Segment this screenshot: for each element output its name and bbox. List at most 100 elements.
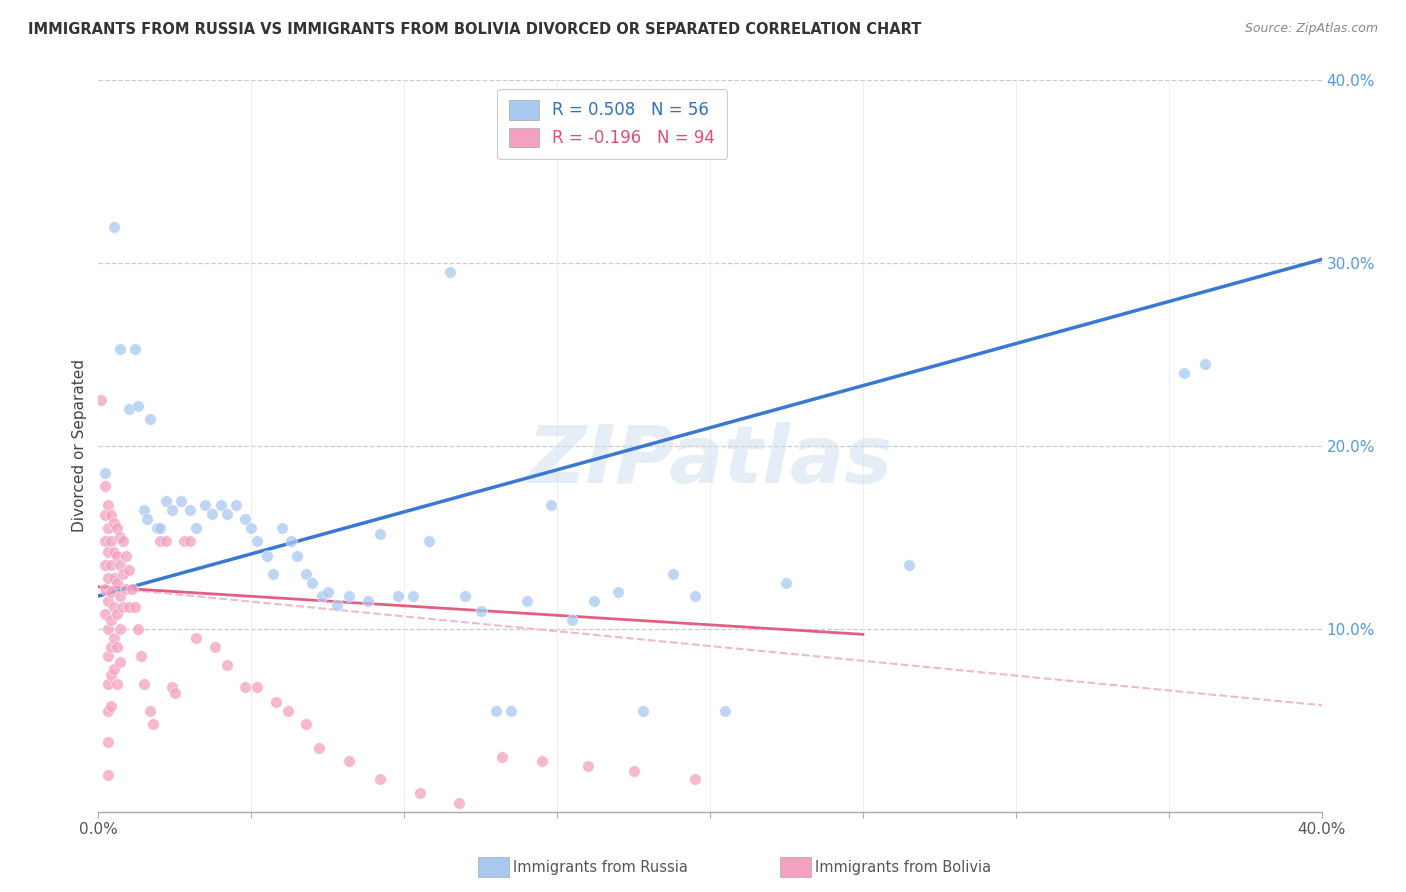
Point [103, 219, 125, 234]
Point [100, 613, 122, 627]
Point [576, 759, 599, 773]
Point [108, 342, 131, 356]
Point [209, 498, 232, 512]
Y-axis label: Divorced or Separated: Divorced or Separated [72, 359, 87, 533]
Point [124, 342, 146, 356]
Point [316, 585, 339, 599]
Point [108, 589, 131, 603]
Point [100, 698, 122, 713]
Legend: R = 0.508   N = 56, R = -0.196   N = 94: R = 0.508 N = 56, R = -0.196 N = 94 [498, 88, 727, 159]
Point [408, 787, 430, 801]
Point [775, 576, 797, 591]
Point [308, 740, 330, 755]
Text: Source: ZipAtlas.com: Source: ZipAtlas.com [1244, 22, 1378, 36]
Point [356, 594, 378, 608]
Point [93, 534, 115, 549]
Point [121, 582, 143, 596]
Point [683, 772, 706, 786]
Point [105, 521, 128, 535]
Point [662, 567, 685, 582]
Text: Immigrants from Russia: Immigrants from Russia [513, 860, 688, 874]
Point [179, 534, 201, 549]
Point [149, 521, 172, 535]
Point [93, 467, 115, 481]
Point [1173, 366, 1195, 380]
Point [368, 526, 391, 541]
Point [256, 549, 278, 563]
Point [516, 594, 538, 608]
Point [93, 508, 115, 523]
Text: ZIPatlas: ZIPatlas [527, 422, 893, 500]
Point [631, 704, 654, 718]
Point [683, 589, 706, 603]
Point [103, 545, 125, 559]
Point [246, 534, 269, 549]
Point [90, 393, 112, 408]
Point [97, 521, 120, 535]
Point [97, 649, 120, 664]
Point [142, 717, 165, 731]
Point [170, 493, 193, 508]
Point [97, 704, 120, 718]
Point [105, 576, 128, 591]
Point [179, 503, 201, 517]
Point [623, 764, 645, 779]
Point [540, 498, 562, 512]
Point [149, 534, 172, 549]
Point [897, 558, 920, 572]
Point [93, 558, 115, 572]
Point [714, 704, 737, 718]
Point [1194, 357, 1216, 371]
Point [215, 507, 238, 521]
Point [115, 582, 138, 596]
Point [285, 549, 308, 563]
Point [233, 681, 256, 695]
Point [163, 686, 186, 700]
Point [387, 589, 409, 603]
Point [295, 717, 318, 731]
Point [491, 749, 513, 764]
Point [186, 521, 208, 535]
Point [97, 676, 120, 690]
Point [240, 521, 263, 535]
Point [97, 498, 120, 512]
Point [530, 754, 553, 768]
Point [97, 622, 120, 636]
Point [326, 598, 349, 612]
Point [225, 498, 247, 512]
Point [215, 658, 238, 673]
Point [105, 549, 128, 563]
Point [111, 534, 134, 549]
Point [301, 576, 323, 591]
Point [402, 589, 425, 603]
Point [108, 655, 131, 669]
Point [97, 545, 120, 559]
Point [97, 594, 120, 608]
Point [103, 631, 125, 645]
Point [124, 599, 146, 614]
Point [118, 402, 141, 417]
Point [561, 613, 583, 627]
Point [246, 681, 269, 695]
Point [105, 640, 128, 655]
Point [454, 589, 477, 603]
Point [139, 411, 162, 425]
Point [337, 589, 360, 603]
Point [607, 585, 630, 599]
Point [501, 704, 523, 718]
Point [449, 796, 471, 810]
Point [108, 558, 131, 572]
Point [118, 599, 141, 614]
Point [108, 530, 131, 544]
Point [115, 549, 138, 563]
Point [134, 676, 156, 690]
Point [418, 534, 440, 549]
Point [270, 521, 292, 535]
Point [337, 754, 360, 768]
Point [127, 622, 149, 636]
Point [368, 772, 391, 786]
Point [280, 534, 302, 549]
Point [100, 585, 122, 599]
Point [103, 516, 125, 530]
Point [103, 599, 125, 614]
